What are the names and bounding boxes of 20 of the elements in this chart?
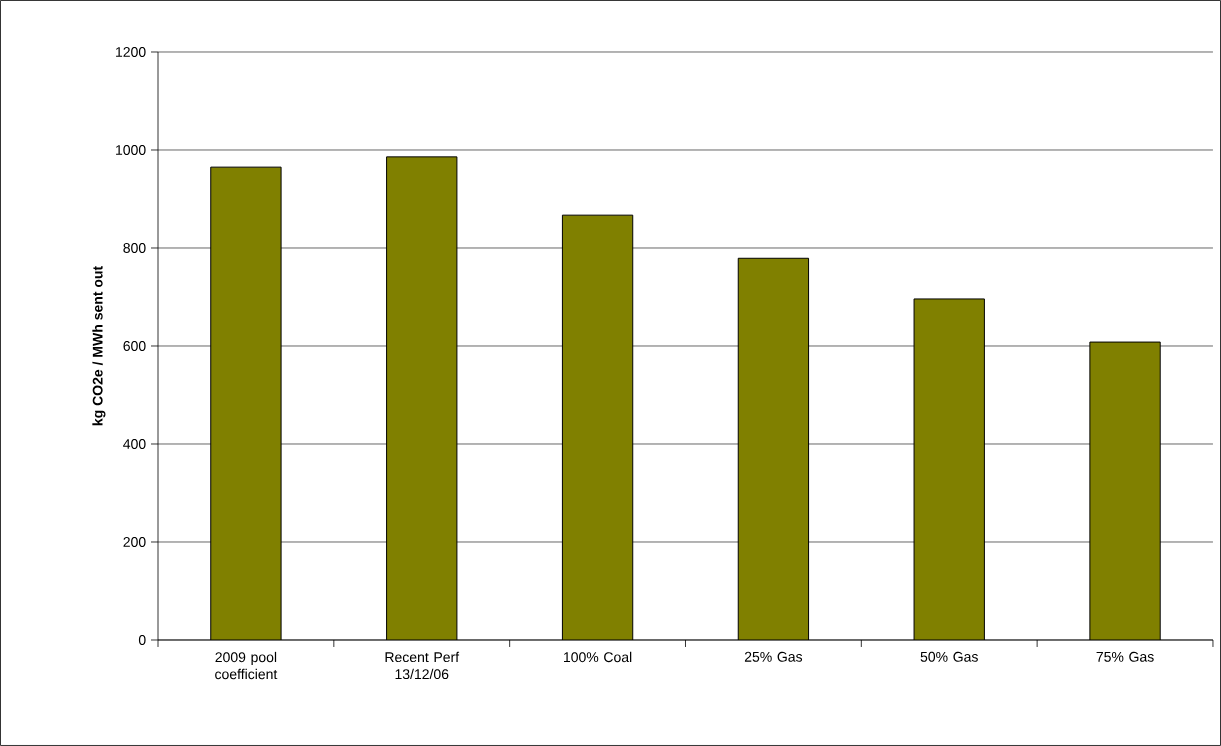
x-tick-label: 2009 pool coefficient <box>215 651 278 680</box>
y-tick-label: 600 <box>123 341 146 351</box>
y-tick-label: 1000 <box>116 145 146 155</box>
y-axis-title: kg CO2e / MWh sent out <box>92 266 106 426</box>
y-tick-label: 800 <box>123 243 146 253</box>
bar <box>1089 341 1161 640</box>
bar <box>738 258 809 640</box>
x-tick-label: 25% Gas <box>744 651 803 662</box>
y-tick-label: 0 <box>138 635 146 645</box>
x-tick-label: 50% Gas <box>920 651 978 662</box>
y-tick-label: 200 <box>123 537 146 547</box>
x-tick-label: Recent Perf 13/12/06 <box>385 651 460 680</box>
bar <box>914 298 985 640</box>
x-tick-label: 100% Coal <box>564 651 632 663</box>
y-tick-label: 1200 <box>116 47 146 57</box>
y-tick-label: 400 <box>123 439 146 449</box>
x-tick-label: 75% Gas <box>1096 651 1154 662</box>
bar <box>386 156 457 640</box>
bar <box>210 167 282 640</box>
bar <box>562 215 633 640</box>
